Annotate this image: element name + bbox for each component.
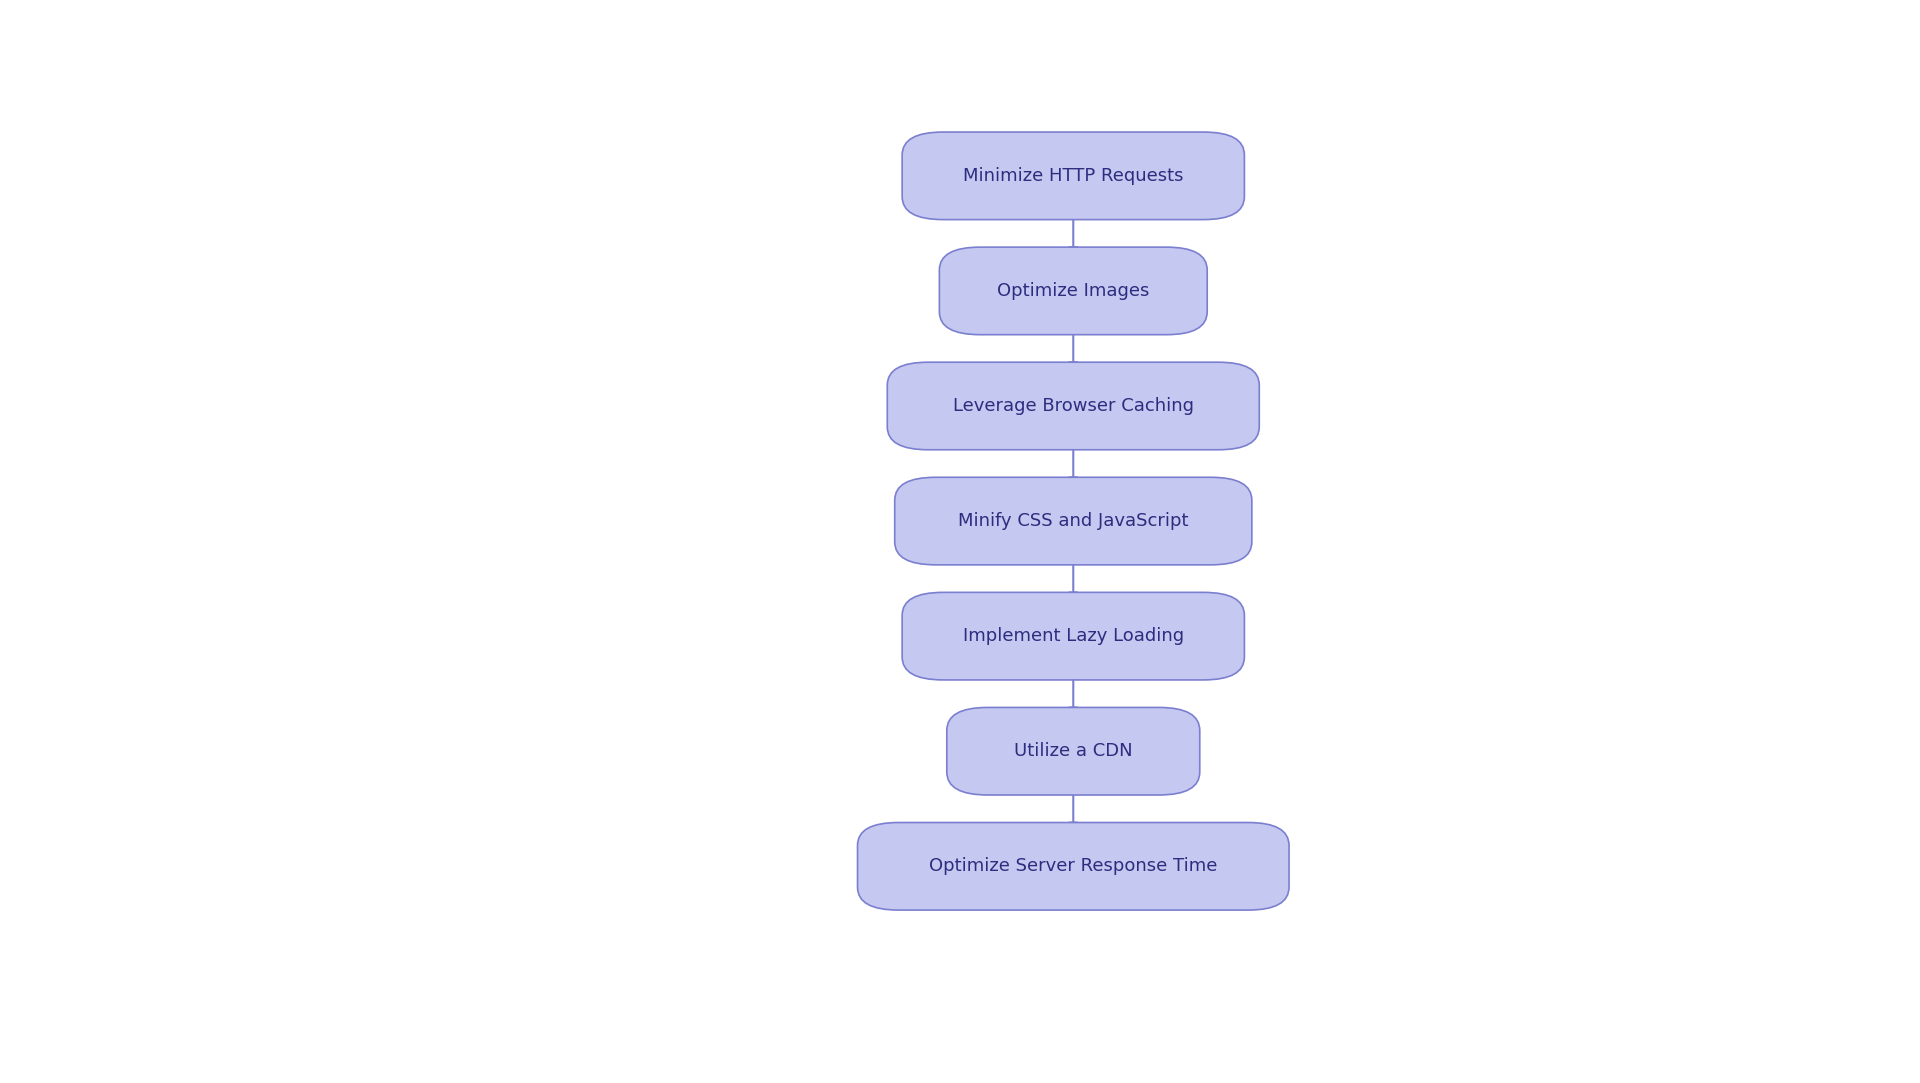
Text: Implement Lazy Loading: Implement Lazy Loading (962, 627, 1185, 645)
FancyBboxPatch shape (939, 247, 1208, 335)
FancyBboxPatch shape (895, 478, 1252, 565)
Text: Utilize a CDN: Utilize a CDN (1014, 742, 1133, 760)
FancyBboxPatch shape (902, 592, 1244, 680)
FancyBboxPatch shape (887, 362, 1260, 449)
Text: Leverage Browser Caching: Leverage Browser Caching (952, 397, 1194, 415)
Text: Optimize Server Response Time: Optimize Server Response Time (929, 858, 1217, 875)
FancyBboxPatch shape (902, 132, 1244, 220)
FancyBboxPatch shape (858, 822, 1288, 910)
Text: Minify CSS and JavaScript: Minify CSS and JavaScript (958, 512, 1188, 530)
FancyBboxPatch shape (947, 707, 1200, 795)
Text: Optimize Images: Optimize Images (996, 282, 1150, 300)
Text: Minimize HTTP Requests: Minimize HTTP Requests (964, 167, 1183, 185)
